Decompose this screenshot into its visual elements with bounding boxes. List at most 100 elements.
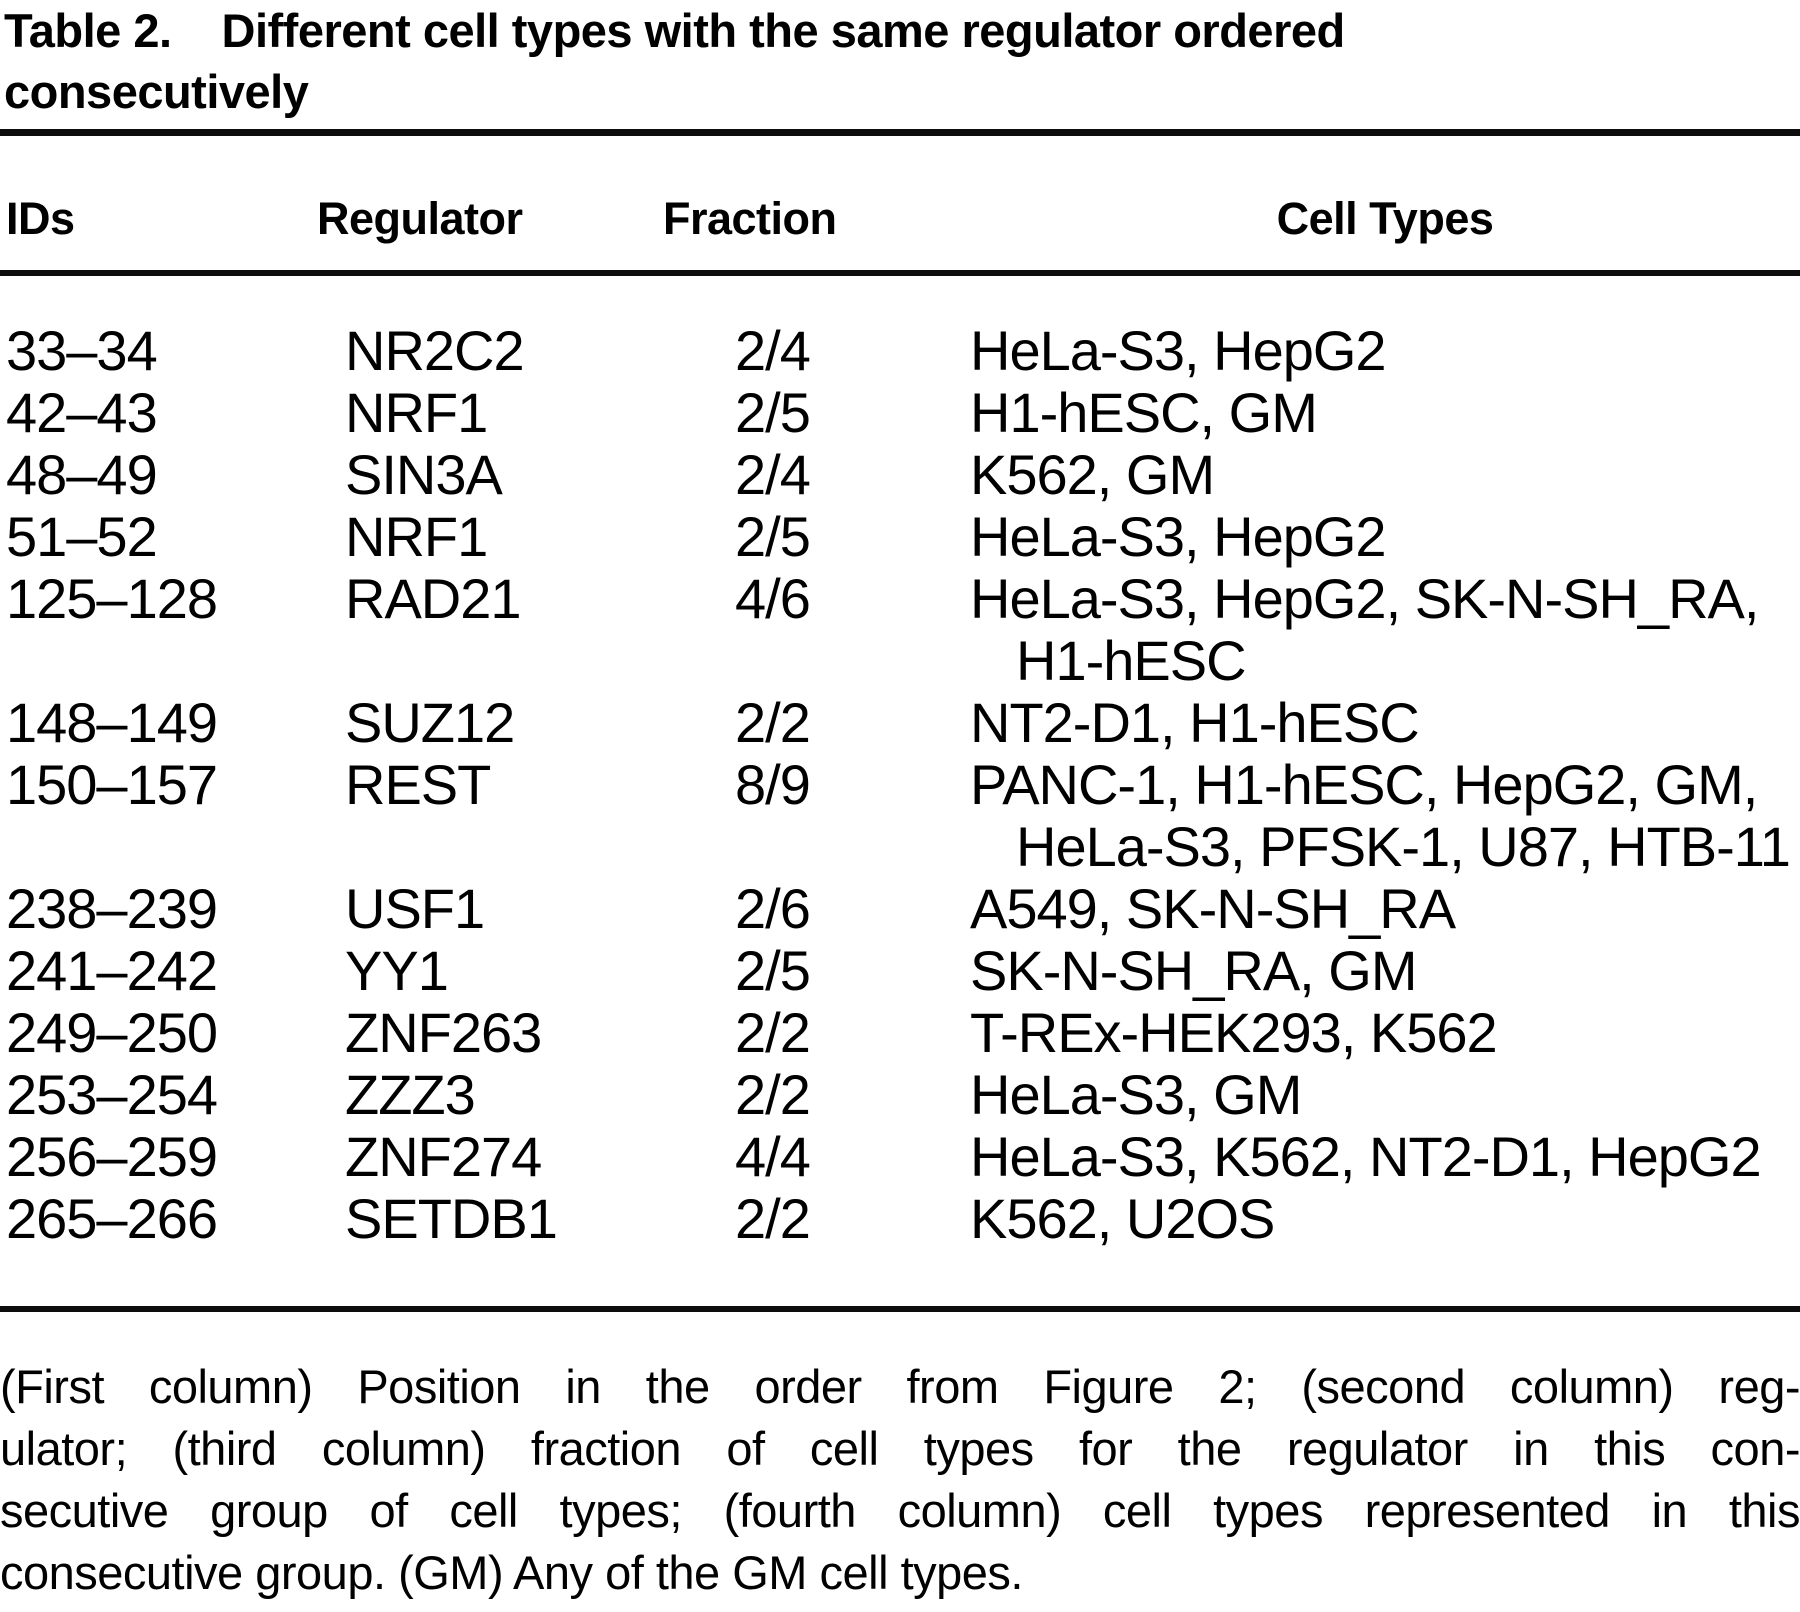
- table-row: 249–250 ZNF263 2/2 T-REx-HEK293, K562: [0, 1002, 1800, 1064]
- fraction-cell: 4/4: [735, 1125, 811, 1188]
- table-title: Table 2. Different cell types with the sa…: [4, 0, 1796, 122]
- regulator-cell: YY1: [345, 939, 449, 1002]
- fraction-cell: 2/5: [735, 381, 811, 444]
- column-header-regulator: Regulator: [317, 193, 523, 244]
- cell-types-line: HeLa-S3, GM: [970, 1063, 1302, 1126]
- ids-cell: 33–34: [6, 319, 158, 382]
- footnote-line: consecutive group. (GM) Any of the GM ce…: [0, 1546, 1024, 1599]
- ids-cell: 148–149: [6, 691, 218, 754]
- fraction-cell: 2/4: [735, 319, 811, 382]
- fraction-cell: 2/6: [735, 877, 811, 940]
- cell-types-line: HeLa-S3, HepG2: [970, 505, 1387, 568]
- regulator-cell: REST: [345, 753, 491, 816]
- regulator-cell: RAD21: [345, 567, 522, 630]
- footnote-line: secutive group of cell types; (fourth co…: [0, 1484, 1800, 1537]
- fraction-cell: 4/6: [735, 567, 811, 630]
- table-row: 241–242 YY1 2/5 SK-N-SH_RA, GM: [0, 940, 1800, 1002]
- table-row: 51–52 NRF1 2/5 HeLa-S3, HepG2: [0, 506, 1800, 568]
- fraction-cell: 2/5: [735, 939, 811, 1002]
- cell-types-line: HeLa-S3, HepG2: [970, 319, 1387, 382]
- ids-cell: 42–43: [6, 381, 158, 444]
- regulator-cell: SIN3A: [345, 443, 503, 506]
- header-rule: [0, 270, 1800, 276]
- table-row: 256–259 ZNF274 4/4 HeLa-S3, K562, NT2-D1…: [0, 1126, 1800, 1188]
- cell-types-line: HeLa-S3, K562, NT2-D1, HepG2: [970, 1125, 1762, 1188]
- cell-types-cell: HeLa-S3, GM: [970, 1064, 1800, 1126]
- cell-types-cell: HeLa-S3, HepG2: [970, 320, 1800, 382]
- cell-types-line: H1-hESC: [1016, 629, 1247, 692]
- column-header-row: IDs Regulator Fraction Cell Types: [0, 190, 1800, 248]
- table-row: 48–49 SIN3A 2/4 K562, GM: [0, 444, 1800, 506]
- cell-types-line: NT2-D1, H1-hESC: [970, 691, 1420, 754]
- cell-types-line: K562, GM: [970, 443, 1215, 506]
- ids-cell: 253–254: [6, 1063, 218, 1126]
- fraction-cell: 2/2: [735, 1063, 811, 1126]
- regulator-cell: ZNF274: [345, 1125, 542, 1188]
- cell-types-line: HeLa-S3, HepG2, SK-N-SH_RA,: [970, 567, 1759, 630]
- ids-cell: 48–49: [6, 443, 158, 506]
- table-row: 125–128 RAD21 4/6 HeLa-S3, HepG2, SK-N-S…: [0, 568, 1800, 692]
- regulator-cell: NRF1: [345, 381, 488, 444]
- cell-types-line: SK-N-SH_RA, GM: [970, 939, 1418, 1002]
- ids-cell: 125–128: [6, 567, 218, 630]
- fraction-cell: 2/5: [735, 505, 811, 568]
- cell-types-cell: T-REx-HEK293, K562: [970, 1002, 1800, 1064]
- cell-types-cell: K562, U2OS: [970, 1188, 1800, 1250]
- column-header-fraction: Fraction: [663, 193, 837, 244]
- table-row: 253–254 ZZZ3 2/2 HeLa-S3, GM: [0, 1064, 1800, 1126]
- ids-cell: 241–242: [6, 939, 218, 1002]
- ids-cell: 249–250: [6, 1001, 218, 1064]
- regulator-cell: SUZ12: [345, 691, 515, 754]
- cell-types-cell: PANC-1, H1-hESC, HepG2, GM, HeLa-S3, PFS…: [970, 754, 1800, 878]
- cell-types-cell: HeLa-S3, K562, NT2-D1, HepG2: [970, 1126, 1800, 1188]
- bottom-rule: [0, 1306, 1800, 1312]
- fraction-cell: 2/4: [735, 443, 811, 506]
- table-row: 150–157 REST 8/9 PANC-1, H1-hESC, HepG2,…: [0, 754, 1800, 878]
- fraction-cell: 2/2: [735, 691, 811, 754]
- cell-types-line: HeLa-S3, PFSK-1, U87, HTB-11: [1016, 815, 1791, 878]
- cell-types-cell: HeLa-S3, HepG2, SK-N-SH_RA, H1-hESC: [970, 568, 1800, 692]
- top-rule: [0, 129, 1800, 136]
- cell-types-line: A549, SK-N-SH_RA: [970, 877, 1456, 940]
- table-footnote: (First column) Position in the order fro…: [0, 1356, 1800, 1604]
- cell-types-cell: K562, GM: [970, 444, 1800, 506]
- ids-cell: 256–259: [6, 1125, 218, 1188]
- cell-types-line: T-REx-HEK293, K562: [970, 1001, 1498, 1064]
- regulator-cell: NR2C2: [345, 319, 525, 382]
- table-row: 42–43 NRF1 2/5 H1-hESC, GM: [0, 382, 1800, 444]
- table-number-label: Table 2.: [4, 4, 172, 57]
- cell-types-cell: NT2-D1, H1-hESC: [970, 692, 1800, 754]
- footnote-line: ulator; (third column) fraction of cell …: [0, 1422, 1800, 1475]
- table-row: 148–149 SUZ12 2/2 NT2-D1, H1-hESC: [0, 692, 1800, 754]
- regulator-cell: SETDB1: [345, 1187, 558, 1250]
- table-body: 33–34 NR2C2 2/4 HeLa-S3, HepG2 42–43 NRF…: [0, 320, 1800, 1250]
- table-caption-line1: Different cell types with the same regul…: [221, 4, 1346, 57]
- cell-types-line: K562, U2OS: [970, 1187, 1275, 1250]
- column-header-cell-types: Cell Types: [1276, 193, 1494, 244]
- regulator-cell: ZZZ3: [345, 1063, 476, 1126]
- cell-types-cell: H1-hESC, GM: [970, 382, 1800, 444]
- column-header-ids: IDs: [6, 193, 75, 244]
- ids-cell: 238–239: [6, 877, 218, 940]
- ids-cell: 265–266: [6, 1187, 218, 1250]
- footnote-line: (First column) Position in the order fro…: [0, 1360, 1800, 1413]
- regulator-cell: ZNF263: [345, 1001, 542, 1064]
- cell-types-cell: HeLa-S3, HepG2: [970, 506, 1800, 568]
- cell-types-line: PANC-1, H1-hESC, HepG2, GM,: [970, 753, 1758, 816]
- cell-types-cell: SK-N-SH_RA, GM: [970, 940, 1800, 1002]
- ids-cell: 150–157: [6, 753, 218, 816]
- fraction-cell: 8/9: [735, 753, 811, 816]
- fraction-cell: 2/2: [735, 1187, 811, 1250]
- table-title-line1: Table 2. Different cell types with the sa…: [4, 0, 1796, 61]
- fraction-cell: 2/2: [735, 1001, 811, 1064]
- regulator-cell: NRF1: [345, 505, 488, 568]
- table-row: 238–239 USF1 2/6 A549, SK-N-SH_RA: [0, 878, 1800, 940]
- table-row: 265–266 SETDB1 2/2 K562, U2OS: [0, 1188, 1800, 1250]
- regulator-cell: USF1: [345, 877, 485, 940]
- ids-cell: 51–52: [6, 505, 158, 568]
- cell-types-line: H1-hESC, GM: [970, 381, 1318, 444]
- cell-types-cell: A549, SK-N-SH_RA: [970, 878, 1800, 940]
- table-caption-line2: consecutively: [4, 65, 309, 118]
- table-row: 33–34 NR2C2 2/4 HeLa-S3, HepG2: [0, 320, 1800, 382]
